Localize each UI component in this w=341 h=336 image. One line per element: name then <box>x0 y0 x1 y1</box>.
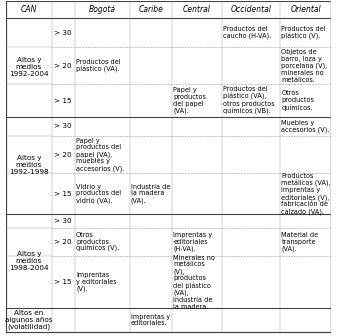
Text: Altos y
medios
1992-1998: Altos y medios 1992-1998 <box>9 156 48 175</box>
Text: Productos
metálicos (VA),
imprentas y
editoriales (V),
fabricación de
calzado (V: Productos metálicos (VA), imprentas y ed… <box>281 173 331 214</box>
Text: Minerales no
metálicos
(V),
productos
del plástico
(VA),
industria de
la madera.: Minerales no metálicos (V), productos de… <box>174 255 215 309</box>
Text: Altos en
algunos años
(volatilidad): Altos en algunos años (volatilidad) <box>5 310 53 330</box>
Text: > 15: > 15 <box>55 279 72 285</box>
Text: Papel y
productos
del papel
(VA).: Papel y productos del papel (VA). <box>174 87 206 114</box>
Text: Otros
productos
químicos (V).: Otros productos químicos (V). <box>76 232 119 252</box>
Text: > 20: > 20 <box>55 63 72 69</box>
Text: > 30: > 30 <box>55 218 72 224</box>
Text: Altos y
medios
1992-2004: Altos y medios 1992-2004 <box>9 57 48 77</box>
Text: Imprentas
y editoriales
(V).: Imprentas y editoriales (V). <box>76 272 117 292</box>
Text: Oriental: Oriental <box>291 5 321 14</box>
Text: Occidental: Occidental <box>231 5 271 14</box>
Text: Material de
transporte
(VA).: Material de transporte (VA). <box>281 232 318 252</box>
Text: > 15: > 15 <box>55 191 72 197</box>
Text: Imprentas y
editoriales
(H-VA).: Imprentas y editoriales (H-VA). <box>174 232 213 252</box>
Text: Imprentas y
editoriales.: Imprentas y editoriales. <box>131 314 170 327</box>
Text: > 20: > 20 <box>55 152 72 158</box>
Text: Papel y
productos del
papel (VA),
muebles y
accesorios (V).: Papel y productos del papel (VA), mueble… <box>76 138 124 172</box>
Text: Caribe: Caribe <box>138 5 163 14</box>
Text: Muebles y
accesorios (V).: Muebles y accesorios (V). <box>281 120 330 133</box>
Text: Productos del
plástico (VA).: Productos del plástico (VA). <box>76 59 121 73</box>
Text: Otros
productos
químicos.: Otros productos químicos. <box>281 90 314 111</box>
Text: > 20: > 20 <box>55 239 72 245</box>
Text: Objetos de
barro, loza y
porcelana (V),
minerales no
metálicos.: Objetos de barro, loza y porcelana (V), … <box>281 49 327 83</box>
Text: Industria de
la madera
(VA).: Industria de la madera (VA). <box>131 183 170 204</box>
Text: > 30: > 30 <box>55 30 72 36</box>
Text: > 30: > 30 <box>55 124 72 129</box>
Text: Productos del
plástico (V).: Productos del plástico (V). <box>281 26 326 40</box>
Text: Altos y
medios
1998-2004: Altos y medios 1998-2004 <box>9 251 48 271</box>
Text: > 15: > 15 <box>55 97 72 103</box>
Text: Bogotá: Bogotá <box>89 5 116 14</box>
Text: Central: Central <box>183 5 211 14</box>
Text: Vidrio y
productos del
vidrio (VA).: Vidrio y productos del vidrio (VA). <box>76 183 121 204</box>
Text: CAN: CAN <box>20 5 37 14</box>
Text: Productos del
plástico (VA),
otros productos
químicos (VB).: Productos del plástico (VA), otros produ… <box>223 86 275 115</box>
Text: Productos del
caucho (H-VA).: Productos del caucho (H-VA). <box>223 26 271 39</box>
